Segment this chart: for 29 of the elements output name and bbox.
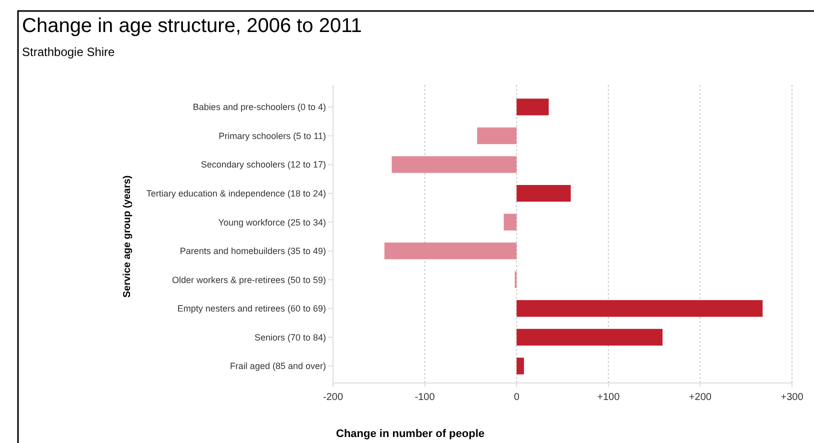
x-tick-label: +100: [597, 392, 620, 403]
x-tick-label: -100: [414, 392, 436, 403]
y-tick-label: Secondary schoolers (12 to 17): [200, 160, 326, 170]
bar: [516, 358, 524, 374]
y-tick-label: Parents and homebuilders (35 to 49): [180, 246, 326, 256]
y-tick-label: Primary schoolers (5 to 11): [218, 130, 326, 141]
y-tick-label: Young workforce (25 to 34): [218, 217, 326, 228]
bar: [516, 300, 763, 317]
y-tick-label: Older workers & pre-retirees (50 to 59): [172, 274, 326, 285]
y-tick-label: Tertiary education & independence (18 to 24): [146, 188, 326, 198]
bar: [477, 127, 517, 144]
x-tick-label: -200: [322, 392, 344, 403]
bar: [504, 214, 517, 230]
x-tick-label: +300: [780, 392, 804, 403]
x-axis-title: Change in number of people: [336, 428, 485, 440]
y-tick-label: Empty nesters and retirees (60 to 69): [177, 304, 326, 314]
text: Strathbogie Shire: [22, 45, 116, 59]
y-axis-title: Service age group (years): [122, 175, 133, 298]
bar: [516, 184, 571, 202]
bar: [516, 98, 549, 116]
bar: [392, 156, 517, 173]
chart-title: Change in age structure, 2006 to 2011: [22, 15, 362, 37]
y-tick-label: Frail aged (85 and over): [230, 361, 326, 372]
y-tick-label: Babies and pre-schoolers (0 to 4): [192, 102, 326, 112]
y-tick-label: Seniors (70 to 84): [254, 332, 326, 342]
bar: [384, 242, 517, 260]
x-tick-label: +200: [688, 392, 712, 403]
x-tick-label: 0: [514, 392, 520, 403]
bar: [516, 328, 663, 346]
